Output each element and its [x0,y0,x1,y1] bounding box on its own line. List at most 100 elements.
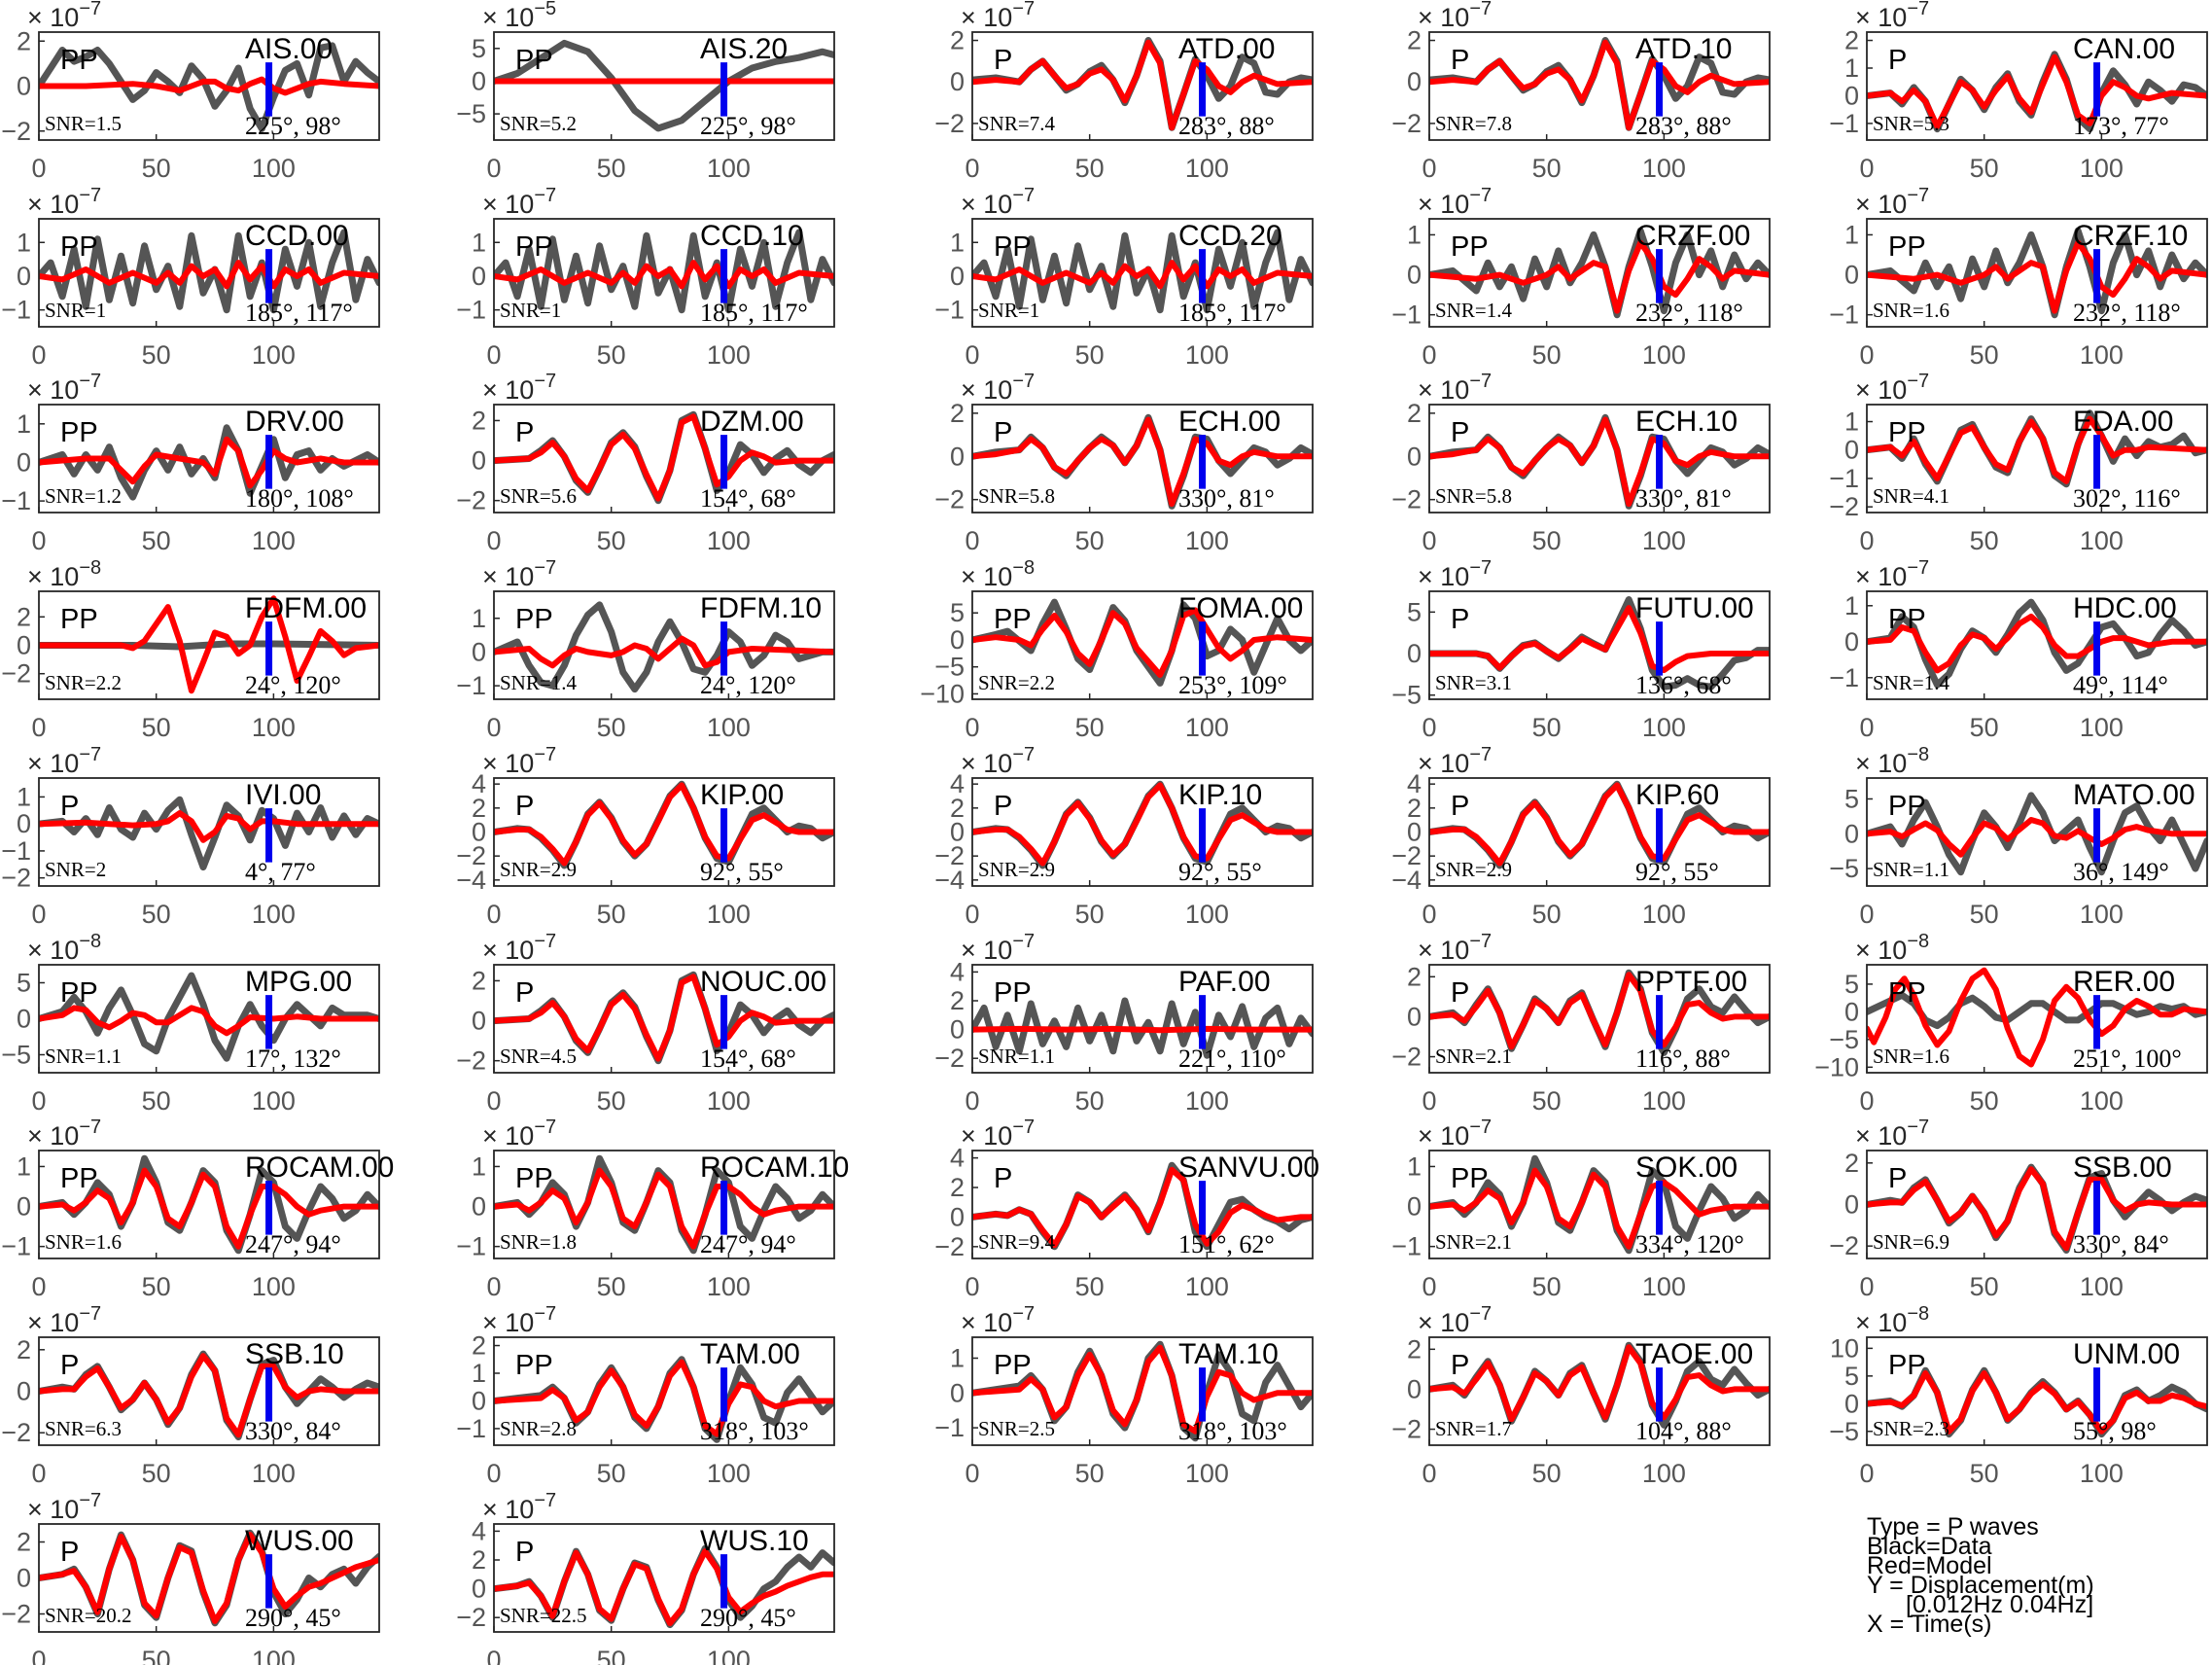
x-tick-label: 0 [965,526,979,555]
x-tick-label: 0 [486,340,501,370]
axes-box [1866,777,2208,887]
exponent-power: −8 [1907,744,1929,765]
station-label: ATD.00 [1178,33,1275,65]
y-tick-label: 1 [1407,1151,1422,1181]
angle-label: 232°, 118° [2073,299,2181,327]
model-trace [1867,415,2207,484]
exponent-label: × 10−7 [482,1303,556,1337]
x-tick-label: 50 [597,1272,626,1301]
y-tick-label: 0 [1407,442,1422,471]
x-tick-label: 100 [1642,900,1686,929]
x-tick-label: 50 [1970,526,1999,555]
axes-box [1428,590,1771,700]
angle-label: 330°, 81° [1178,484,1275,513]
y-tick-label: 0 [1844,1190,1859,1220]
data-trace [494,229,834,314]
exponent-power: −7 [1907,0,1929,19]
exponent-power: −7 [1469,0,1492,19]
angle-label: 302°, 116° [2073,484,2181,513]
x-tick-label: 100 [707,154,751,183]
model-trace [1429,972,1770,1050]
y-tick-label: 0 [17,1192,31,1222]
axes-box [493,31,835,141]
station-label: KIP.00 [700,779,784,811]
x-tick-label: 0 [965,900,979,929]
exponent-label: × 10−7 [961,931,1035,965]
x-tick-label: 50 [142,900,171,929]
trace-group [1867,792,2207,876]
phase-label: P [1451,791,1469,822]
exponent-label: × 10−7 [482,744,556,778]
x-tick-label: 100 [707,713,751,742]
phase-label: PP [994,977,1032,1009]
x-tick-label: 50 [1532,900,1562,929]
x-tick-label: 0 [1422,340,1436,370]
axes-box [38,404,380,514]
station-label: IVI.00 [245,779,321,811]
snr-label: SNR=4.5 [500,1045,577,1068]
trace-group [39,42,379,132]
x-tick-label: 50 [1532,1086,1562,1116]
exponent-power: −7 [79,0,101,19]
y-tick-label: 5 [1407,597,1422,626]
angle-label: 180°, 108° [245,484,354,513]
exponent-label: × 10−8 [961,557,1035,591]
y-tick-label: −10 [1814,1052,1859,1081]
station-label: ECH.10 [1635,406,1738,438]
axes-box [971,964,1314,1074]
y-tick-label: −5 [1829,1025,1859,1054]
station-label: FDFM.00 [245,592,367,624]
station-label: TAM.00 [700,1338,800,1370]
y-tick-label: −2 [934,485,965,514]
x-tick-label: 100 [707,1272,751,1301]
angle-label: 318°, 103° [1178,1417,1287,1445]
phase-label: PP [515,1350,553,1381]
phase-label: P [1451,604,1469,635]
y-tick-label: −5 [456,99,486,128]
y-tick-label: 0 [1844,261,1859,290]
axes-box [971,404,1314,514]
y-tick-label: 2 [1407,26,1422,55]
station-label: ECH.00 [1178,406,1281,438]
snr-label: SNR=1.6 [45,1230,122,1254]
x-tick-label: 100 [707,340,751,370]
exponent-power: −7 [1469,1303,1492,1325]
trace-group [39,1350,379,1440]
phase-label: PP [1888,1350,1926,1381]
x-tick-label: 0 [486,1459,501,1488]
station-label: WUS.10 [700,1525,809,1557]
exponent-base: × 10 [1855,3,1907,32]
trace-group [1867,51,2207,133]
x-tick-label: 50 [597,900,626,929]
angle-label: 49°, 114° [2073,671,2168,699]
station-label: ROCAM.10 [700,1151,849,1184]
axes-box [971,1150,1314,1259]
axes-box [493,404,835,514]
y-tick-label: −5 [1829,854,1859,883]
model-trace [972,607,1313,678]
station-label: DRV.00 [245,406,344,438]
exponent-label: × 10−7 [1418,557,1492,591]
x-tick-label: 0 [486,526,501,555]
axes-box [493,590,835,700]
y-tick-label: 2 [1844,1149,1859,1178]
x-tick-label: 100 [252,340,296,370]
exponent-base: × 10 [961,936,1012,965]
axes-box [38,1150,380,1259]
exponent-label: × 10−7 [961,744,1035,778]
x-tick-label: 50 [1532,340,1562,370]
angle-label: 330°, 81° [1635,484,1732,513]
model-trace [972,260,1313,290]
axes-box [1866,218,2208,328]
phase-label: P [1451,417,1469,448]
x-tick-label: 50 [1532,1272,1562,1301]
model-trace [972,1166,1313,1249]
exponent-label: × 10−8 [1855,744,1929,778]
x-tick-label: 0 [1422,1086,1436,1116]
x-tick-label: 100 [1185,1086,1229,1116]
y-tick-label: −1 [456,671,486,700]
